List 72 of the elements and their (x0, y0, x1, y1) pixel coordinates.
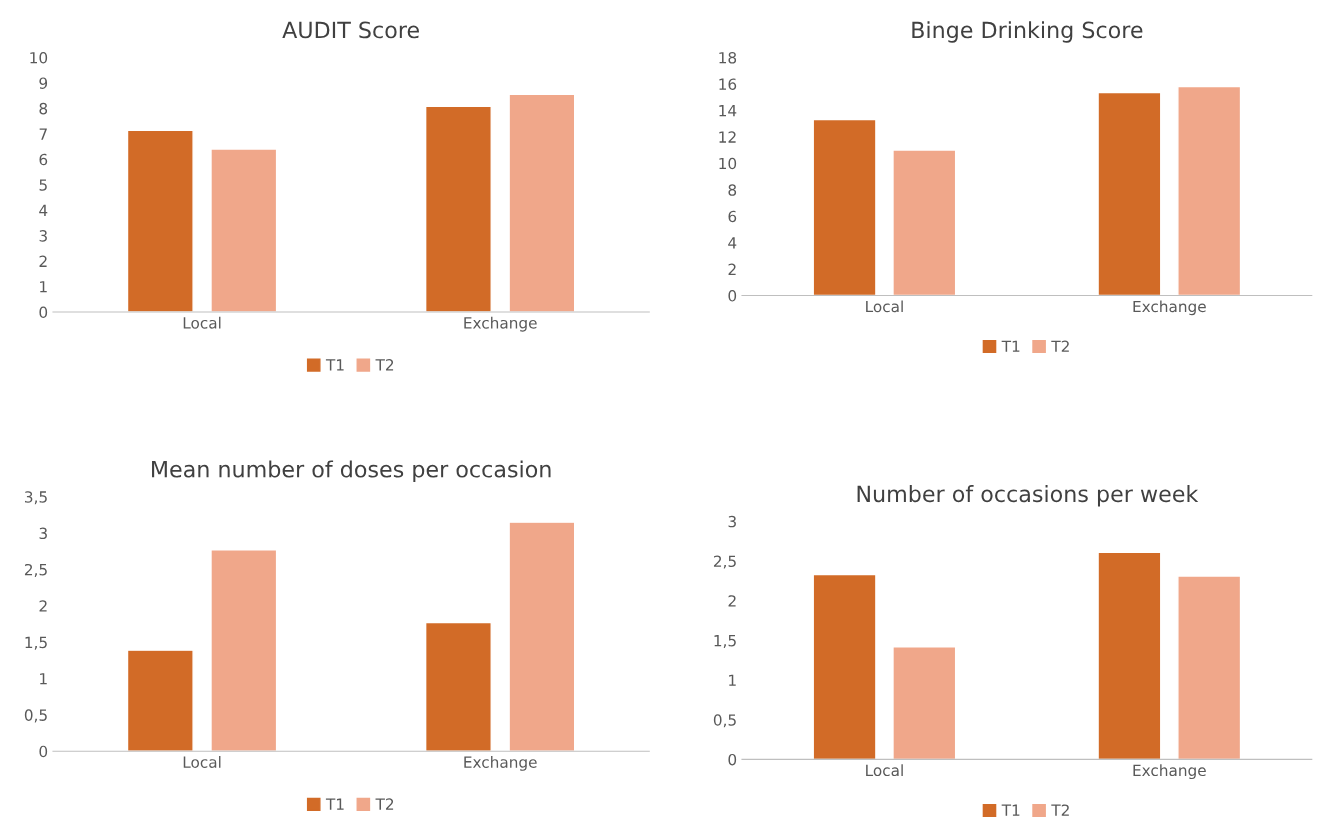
y-tick-label: 18 (719, 51, 737, 64)
chart-title: AUDIT Score (282, 21, 419, 39)
x-tick-label: Local (866, 764, 903, 777)
bar (126, 129, 194, 312)
y-tick-label: 2 (728, 263, 736, 275)
y-tick-label: 9 (39, 77, 48, 89)
y-tick-label: 1 (40, 673, 47, 685)
y-tick-label: 5 (39, 179, 47, 191)
y-tick-label: 0 (728, 290, 737, 302)
x-tick-label: Exchange (1133, 764, 1206, 780)
x-tick-label: Local (866, 300, 903, 313)
chart-title: Mean number of doses per occasion (152, 460, 551, 482)
legend-label: T2 (375, 359, 394, 371)
bar (508, 521, 576, 752)
y-tick-label: 8 (39, 102, 48, 115)
bar (1177, 575, 1242, 760)
bar (812, 118, 877, 296)
bar (1177, 85, 1242, 296)
y-tick-label: 6 (728, 210, 737, 223)
chart-title: Binge Drinking Score (912, 21, 1143, 43)
y-tick-label: 3 (39, 230, 47, 242)
y-tick-label: 6 (39, 153, 48, 166)
legend-label: T2 (375, 798, 394, 810)
y-tick-label: 0 (39, 306, 48, 318)
y-tick-label: 8 (728, 184, 737, 196)
bar (126, 649, 194, 752)
y-tick-label: 2 (39, 600, 47, 612)
legend-label: T1 (1001, 340, 1020, 352)
y-tick-label: 0 (728, 753, 737, 766)
x-tick-label: Exchange (1133, 300, 1206, 316)
legend-label: T1 (325, 798, 344, 810)
y-tick-label: 0 (39, 745, 48, 758)
y-tick-label: 14 (719, 105, 737, 117)
bar (508, 93, 576, 312)
bar (424, 621, 492, 752)
y-tick-label: 3 (39, 527, 47, 540)
y-tick-label: 0,5 (713, 714, 736, 728)
x-tick-label: Local (183, 316, 221, 329)
bar (892, 646, 957, 760)
y-tick-label: 10 (30, 51, 48, 64)
x-tick-label: Local (183, 756, 221, 768)
y-tick-label: 0,5 (24, 709, 47, 723)
y-tick-label: 2 (39, 255, 47, 267)
bar (424, 105, 492, 312)
bar (1097, 551, 1162, 760)
y-tick-label: 2,5 (24, 563, 47, 577)
bar (1097, 91, 1162, 296)
legend-label: T1 (325, 359, 344, 371)
y-tick-label: 1 (729, 674, 736, 686)
bar (210, 148, 278, 312)
x-tick-label: Exchange (464, 756, 537, 771)
y-tick-label: 1 (40, 281, 47, 293)
chart-title: Number of occasions per week (857, 485, 1199, 507)
bar (812, 573, 877, 760)
y-tick-label: 2,5 (713, 555, 736, 569)
y-tick-label: 2 (728, 595, 736, 607)
y-tick-label: 3,5 (25, 491, 47, 505)
y-tick-label: 7 (39, 128, 47, 140)
y-tick-label: 12 (719, 131, 736, 143)
bar (210, 549, 278, 752)
legend-label: T2 (1051, 340, 1069, 352)
legend-label: T2 (1051, 804, 1069, 816)
legend-label: T1 (1001, 804, 1020, 816)
y-tick-label: 10 (719, 157, 737, 170)
y-tick-label: 3 (728, 515, 736, 528)
y-tick-label: 4 (39, 204, 48, 216)
x-tick-label: Exchange (464, 316, 537, 332)
bar (892, 149, 957, 296)
y-tick-label: 4 (728, 237, 737, 249)
y-tick-label: 1,5 (25, 636, 47, 650)
y-tick-label: 16 (719, 78, 737, 90)
y-tick-label: 1,5 (714, 635, 736, 648)
